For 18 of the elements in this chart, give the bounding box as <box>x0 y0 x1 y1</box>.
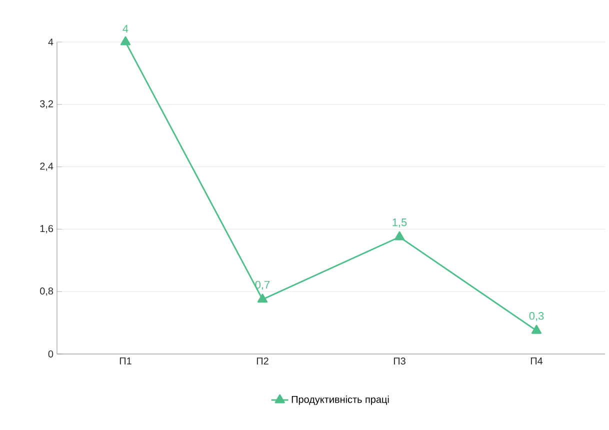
y-tick-label: 2,4 <box>40 162 54 171</box>
x-tick-label: П2 <box>256 358 268 364</box>
y-tick-label: 3,2 <box>40 100 53 109</box>
x-tick-label: П3 <box>394 358 406 365</box>
y-tick-label: 4 <box>48 38 54 46</box>
x-tick-label: П1 <box>120 358 132 364</box>
legend-label: Продуктивність праці <box>292 396 389 405</box>
data-label: 0,3 <box>529 312 544 322</box>
point <box>531 324 542 334</box>
y-tick-label: 0 <box>48 350 54 358</box>
y-tick-label: 1,6 <box>40 225 54 234</box>
y-tick-label: 0,8 <box>40 287 54 296</box>
x-tick-label: П4 <box>530 358 543 364</box>
point <box>120 36 131 46</box>
point <box>394 231 405 240</box>
data-label: 1,5 <box>392 218 407 228</box>
data-label: 4 <box>122 24 128 32</box>
point <box>257 294 268 303</box>
